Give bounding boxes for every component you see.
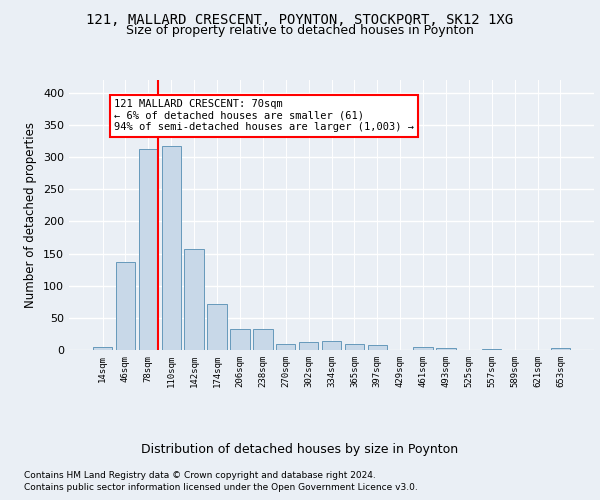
Bar (299, 342, 319, 350)
Y-axis label: Number of detached properties: Number of detached properties (25, 122, 37, 308)
Text: Contains HM Land Registry data © Crown copyright and database right 2024.: Contains HM Land Registry data © Crown c… (24, 471, 376, 480)
Bar (276, 344, 295, 350)
Bar (551, 348, 570, 350)
Bar (93, 348, 112, 350)
Bar (139, 150, 158, 350)
Bar (322, 341, 341, 350)
Bar (253, 330, 272, 350)
Bar (368, 345, 387, 350)
Bar (344, 344, 364, 350)
Bar (413, 348, 433, 350)
Text: Distribution of detached houses by size in Poynton: Distribution of detached houses by size … (142, 442, 458, 456)
Bar (116, 262, 135, 350)
Bar (482, 348, 502, 350)
Bar (230, 330, 250, 350)
Text: 121, MALLARD CRESCENT, POYNTON, STOCKPORT, SK12 1XG: 121, MALLARD CRESCENT, POYNTON, STOCKPOR… (86, 12, 514, 26)
Bar (161, 146, 181, 350)
Text: 121 MALLARD CRESCENT: 70sqm
← 6% of detached houses are smaller (61)
94% of semi: 121 MALLARD CRESCENT: 70sqm ← 6% of deta… (114, 100, 414, 132)
Bar (436, 348, 455, 350)
Text: Size of property relative to detached houses in Poynton: Size of property relative to detached ho… (126, 24, 474, 37)
Bar (208, 304, 227, 350)
Text: Contains public sector information licensed under the Open Government Licence v3: Contains public sector information licen… (24, 484, 418, 492)
Bar (184, 249, 204, 350)
